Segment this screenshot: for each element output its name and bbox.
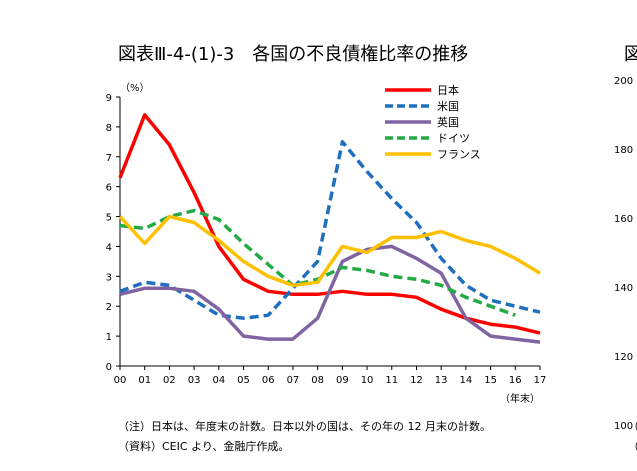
x-tick-label: 03 — [188, 375, 201, 386]
series-lines — [118, 113, 541, 344]
y-tick-label: 0 — [106, 362, 112, 373]
x-tick-label: 00 — [114, 375, 127, 386]
right-cutoff-tick: 120 — [614, 352, 633, 363]
x-tick-label: 01 — [138, 375, 151, 386]
x-tick-label: 08 — [311, 375, 324, 386]
series-line-1 — [119, 140, 541, 320]
y-tick-label: 5 — [106, 213, 112, 224]
y-tick-label: 2 — [106, 302, 112, 313]
x-tick-label: 10 — [361, 375, 374, 386]
right-cutoff-tick: 200 — [614, 76, 633, 87]
x-tick-label: 15 — [484, 375, 497, 386]
right-cutoff-chart: 図 200 180 160 140 120 100 （ （ — [614, 44, 637, 453]
y-tick-label: 6 — [106, 183, 112, 194]
legend-label-3: ドイツ — [437, 132, 470, 145]
y-tick-label: 4 — [106, 242, 112, 253]
x-axis-unit-label: （年末） — [500, 392, 540, 405]
series-line-4 — [118, 214, 541, 288]
x-tick-label: 09 — [336, 375, 349, 386]
x-tick-label: 06 — [262, 375, 275, 386]
x-tick-label: 13 — [435, 375, 448, 386]
note-line-1: （注）日本は、年度末の計数。日本以外の国は、その年の 12 月末の計数。 — [118, 419, 491, 433]
right-cutoff-tick: 180 — [614, 145, 633, 156]
x-tick-label: 04 — [212, 375, 225, 386]
x-tick-label: 12 — [410, 375, 423, 386]
legend-label-0: 日本 — [437, 83, 459, 97]
x-tick-label: 17 — [534, 375, 547, 386]
right-cutoff-tick: 160 — [614, 214, 633, 225]
x-tick-label: 02 — [163, 375, 176, 386]
y-tick-label: 7 — [106, 153, 112, 164]
y-tick-label: 9 — [106, 93, 112, 104]
chart-title: 図表Ⅲ-4-(1)-3 各国の不良債権比率の推移 — [118, 44, 468, 65]
x-tick-label: 16 — [509, 375, 522, 386]
legend-label-1: 米国 — [437, 100, 459, 113]
right-cutoff-note-1: （ — [628, 420, 637, 433]
right-cutoff-title: 図 — [624, 44, 637, 65]
y-tick-label: 3 — [106, 272, 112, 283]
x-tick-label: 07 — [287, 375, 300, 386]
right-cutoff-tick: 140 — [614, 283, 633, 294]
y-tick-label: 1 — [106, 332, 112, 343]
series-line-2 — [119, 244, 541, 344]
y-axis-unit-label: （%） — [120, 82, 150, 94]
x-tick-label: 11 — [385, 375, 398, 386]
legend-label-2: 英国 — [437, 115, 459, 129]
x-tick-label: 05 — [237, 375, 250, 386]
legend-label-4: フランス — [437, 148, 481, 161]
source-line: （資料）CEIC より、金融庁作成。 — [118, 439, 289, 453]
right-cutoff-tick: 100 — [614, 421, 633, 432]
y-tick-label: 8 — [106, 123, 112, 134]
right-cutoff-note-2: （ — [628, 440, 637, 453]
x-tick-label: 14 — [460, 375, 473, 386]
